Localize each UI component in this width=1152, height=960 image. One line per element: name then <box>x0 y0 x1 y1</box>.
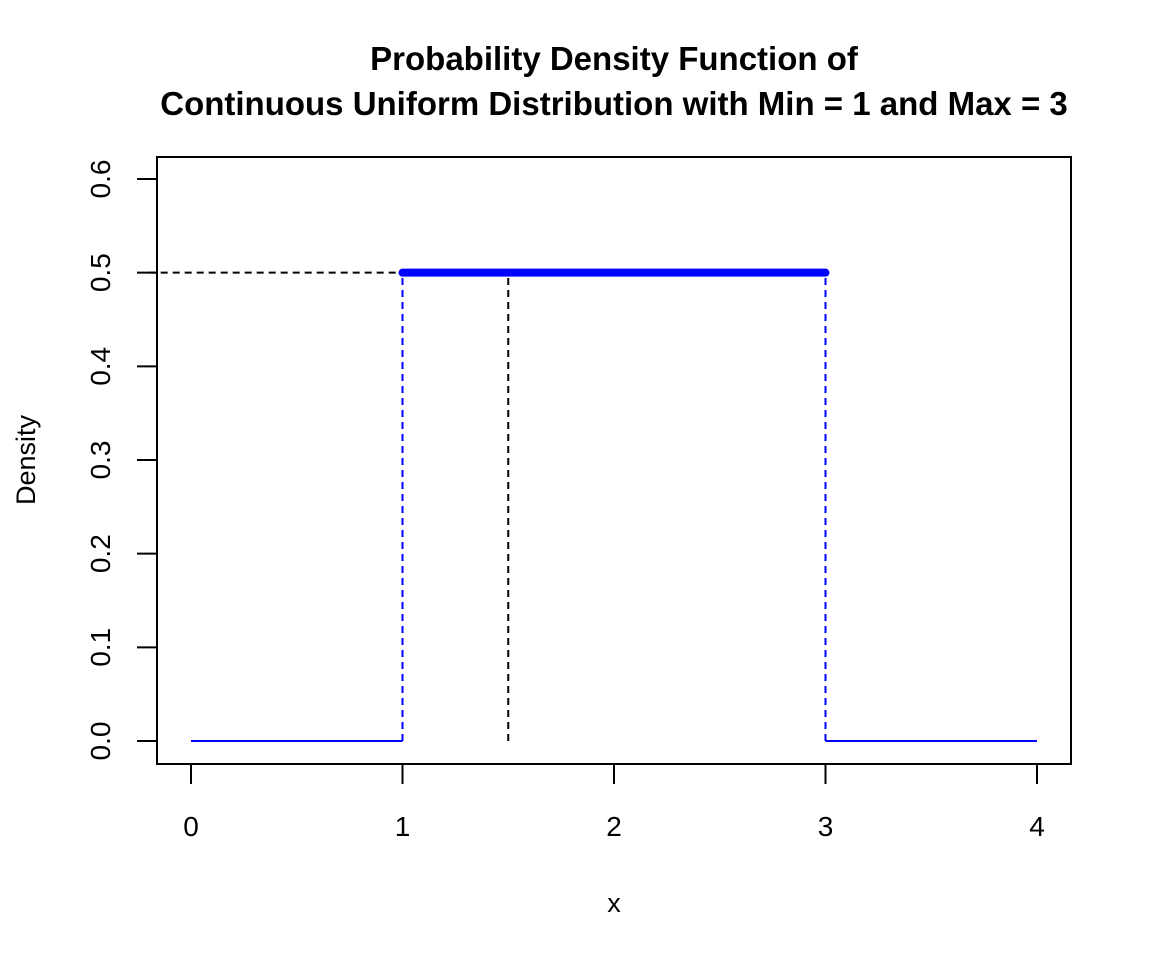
y-tick-label-0: 0.0 <box>85 722 116 761</box>
x-tick-label-0: 0 <box>183 811 199 842</box>
y-tick-label-5: 0.5 <box>85 253 116 292</box>
x-tick-label-4: 4 <box>1029 811 1045 842</box>
x-tick-label-3: 3 <box>818 811 834 842</box>
x-tick-label-1: 1 <box>395 811 411 842</box>
chart-title-line1: Probability Density Function of <box>370 40 859 77</box>
chart-title-line2: Continuous Uniform Distribution with Min… <box>160 85 1068 122</box>
plot-area <box>148 268 1037 742</box>
x-tick-label-2: 2 <box>606 811 622 842</box>
plot-frame <box>156 156 1072 765</box>
y-tick-label-6: 0.6 <box>85 160 116 199</box>
x-axis-label: x <box>607 888 621 918</box>
x-axis: 0 1 2 3 4 <box>183 763 1045 842</box>
y-axis: 0.0 0.1 0.2 0.3 0.4 0.5 0.6 <box>85 160 158 761</box>
y-tick-label-3: 0.3 <box>85 441 116 480</box>
y-tick-label-1: 0.1 <box>85 628 116 667</box>
y-tick-label-2: 0.2 <box>85 534 116 573</box>
y-tick-label-4: 0.4 <box>85 347 116 386</box>
y-axis-label: Density <box>11 414 41 505</box>
